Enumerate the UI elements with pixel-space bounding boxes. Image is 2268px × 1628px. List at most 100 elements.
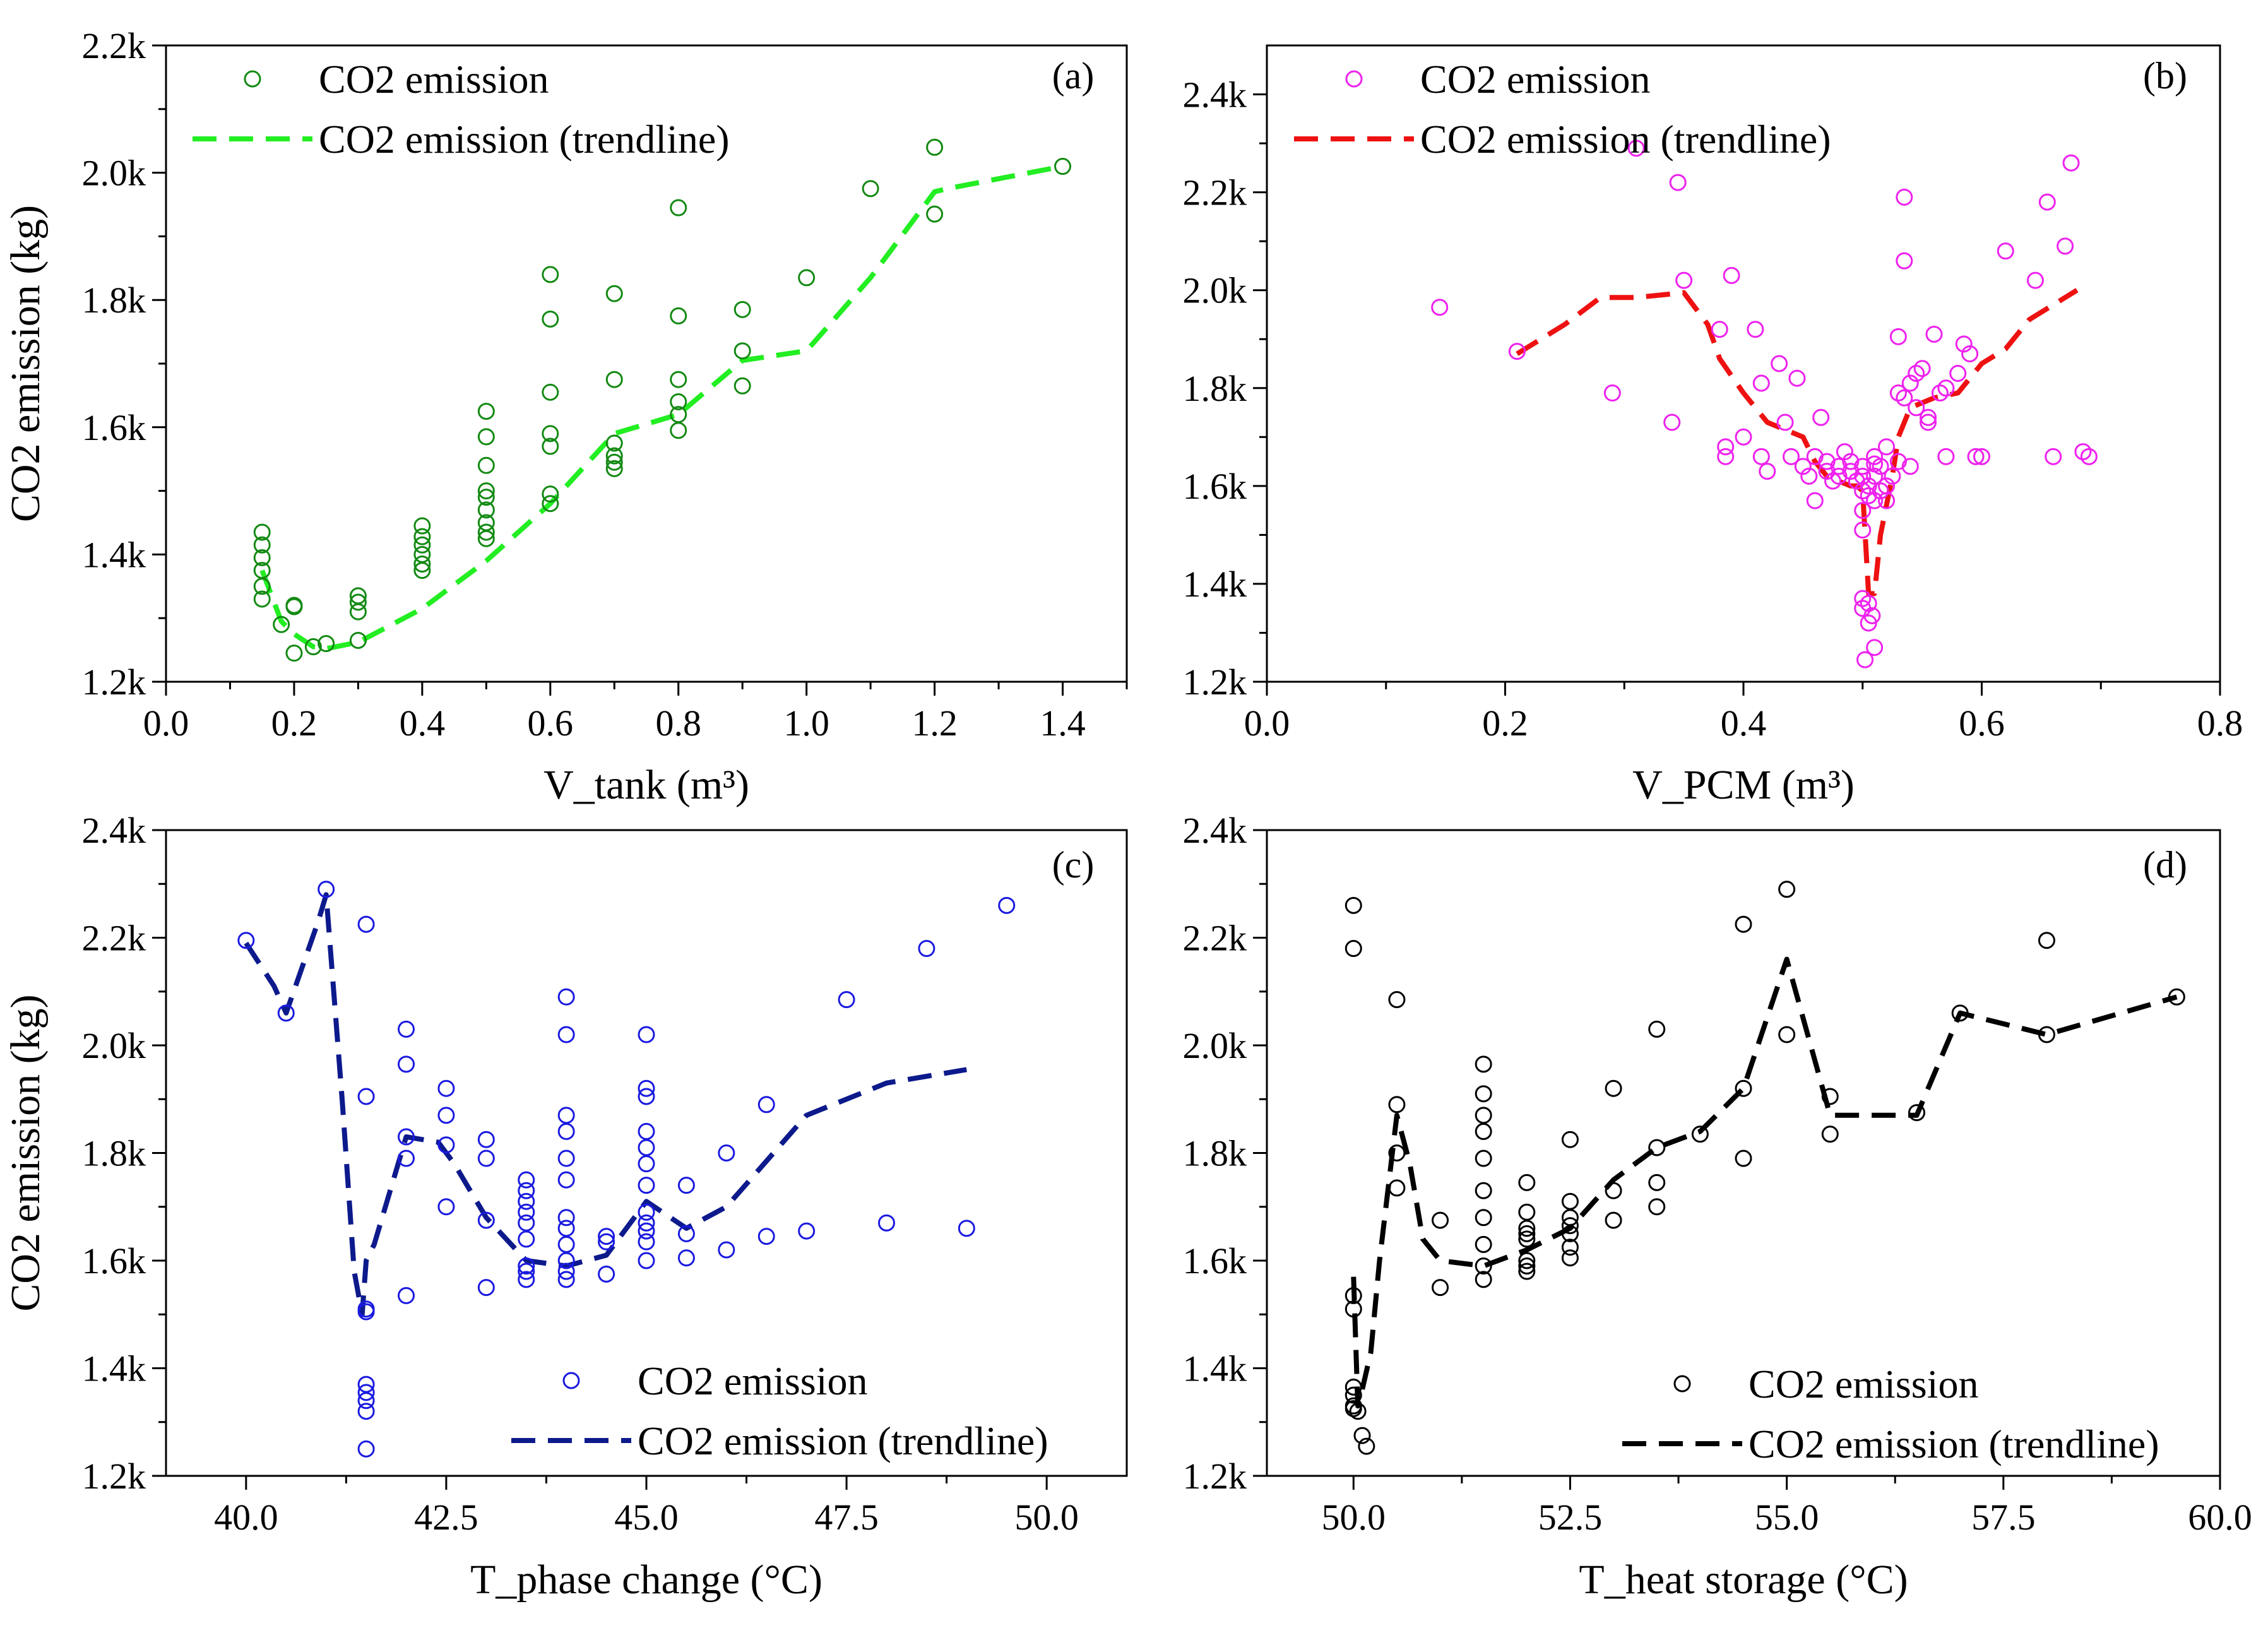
scatter-point — [1432, 1211, 1449, 1229]
y-tick-label: 1.8k — [82, 280, 146, 321]
scatter-point — [253, 536, 271, 554]
scatter-point — [1771, 355, 1788, 372]
x-tick-label: 0.6 — [528, 703, 574, 744]
scatter-point — [1778, 881, 1796, 898]
scatter-point — [1866, 492, 1884, 509]
scatter-point — [1561, 1217, 1579, 1235]
y-tick-label: 2.2k — [1183, 918, 1247, 959]
scatter-point — [1872, 458, 1889, 475]
scatter-point — [1345, 1386, 1362, 1404]
x-tick-label: 0.0 — [143, 703, 189, 744]
legend-label-line: CO2 emission (trendline) — [319, 117, 730, 162]
x-tick-label: 50.0 — [1322, 1497, 1386, 1538]
scatter-point — [1818, 453, 1836, 470]
scatter-point — [557, 1171, 575, 1189]
scatter-point — [1388, 991, 1406, 1009]
scatter-point — [958, 1220, 975, 1237]
scatter-point — [477, 501, 495, 519]
scatter-point — [677, 1249, 695, 1267]
scatter-point — [542, 495, 559, 513]
scatter-point — [638, 1177, 655, 1194]
y-tick-label: 2.4k — [82, 810, 146, 851]
x-tick-label: 0.4 — [400, 703, 446, 744]
scatter-point — [1735, 428, 1752, 446]
scatter-point — [1752, 374, 1770, 392]
scatter-point — [1345, 1399, 1362, 1417]
scatter-point — [1518, 1257, 1536, 1275]
scatter-point — [1920, 413, 1937, 431]
data-layer — [253, 138, 1072, 662]
trendline-series — [1351, 956, 2178, 1409]
scatter-point — [1054, 158, 1072, 175]
scatter-point — [1475, 1107, 1492, 1124]
scatter-point — [318, 635, 335, 653]
scatter-point — [1842, 463, 1860, 480]
scatter-point — [638, 1139, 655, 1156]
y-tick-label: 2.0k — [82, 153, 146, 194]
scatter-point — [477, 1279, 495, 1297]
scatter-point — [357, 1440, 375, 1458]
scatter-point — [2074, 443, 2092, 461]
scatter-point — [1605, 1079, 1622, 1097]
scatter-point — [1663, 413, 1681, 431]
scatter-point — [557, 1209, 575, 1227]
scatter-point — [518, 1171, 535, 1189]
scatter-point — [605, 453, 623, 471]
scatter-point — [1860, 487, 1877, 504]
scatter-point — [237, 932, 255, 949]
scatter-point — [398, 1150, 415, 1167]
x-tick-label: 50.0 — [1014, 1497, 1079, 1538]
y-tick-label: 2.2k — [82, 918, 146, 959]
scatter-point — [1475, 1182, 1492, 1199]
scatter-point — [926, 138, 944, 156]
scatter-point — [998, 896, 1016, 914]
scatter-point — [1961, 345, 1979, 362]
scatter-point — [638, 1203, 655, 1221]
scatter-point — [518, 1182, 535, 1199]
scatter-point — [1345, 1378, 1362, 1396]
scatter-point — [1866, 448, 1884, 465]
scatter-point — [677, 1225, 695, 1242]
scatter-point — [1669, 174, 1687, 191]
scatter-point — [1955, 335, 1973, 353]
scatter-point — [1518, 1220, 1536, 1237]
x-tick-label: 0.0 — [1244, 703, 1290, 744]
scatter-point — [477, 489, 495, 506]
scatter-point — [518, 1214, 535, 1232]
scatter-point — [1848, 472, 1865, 490]
x-tick-label: 55.0 — [1755, 1497, 1819, 1538]
y-tick-label: 1.8k — [82, 1133, 146, 1174]
scatter-point — [518, 1230, 535, 1248]
scatter-point — [2168, 988, 2185, 1006]
legend-marker-scatter — [1345, 70, 1363, 88]
scatter-point — [1860, 595, 1877, 612]
scatter-point — [477, 428, 495, 446]
scatter-point — [1937, 379, 1955, 397]
x-tick-label: 0.6 — [1959, 703, 2005, 744]
trendline-series — [1516, 288, 2079, 597]
scatter-point — [1908, 365, 1925, 383]
scatter-point — [413, 517, 431, 535]
scatter-point — [357, 1375, 375, 1393]
y-tick-label: 1.2k — [82, 662, 146, 703]
scatter-point — [1794, 458, 1812, 475]
scatter-point — [1908, 1104, 1926, 1122]
legend: CO2 emission CO2 emission (trendline) — [193, 57, 730, 162]
legend-label-scatter: CO2 emission — [1420, 57, 1650, 102]
scatter-point — [542, 310, 559, 328]
scatter-point — [437, 1136, 455, 1154]
scatter-point — [598, 1228, 615, 1245]
scatter-point — [670, 406, 687, 424]
scatter-point — [1475, 1235, 1492, 1253]
scatter-point — [1475, 1055, 1492, 1073]
scatter-point — [1691, 1126, 1709, 1143]
panel-a: 0.0 0.2 0.4 0.6 0.8 1.0 1.2 1.4 1.2k 1.4k 1.6k 1.8k… — [3, 25, 1128, 808]
scatter-point — [398, 1286, 415, 1304]
scatter-point — [605, 285, 623, 302]
scatter-point — [1752, 448, 1770, 465]
scatter-point — [477, 523, 495, 541]
scatter-point — [1854, 502, 1872, 520]
scatter-point — [437, 1107, 455, 1124]
panel-label: (d) — [2143, 844, 2187, 886]
